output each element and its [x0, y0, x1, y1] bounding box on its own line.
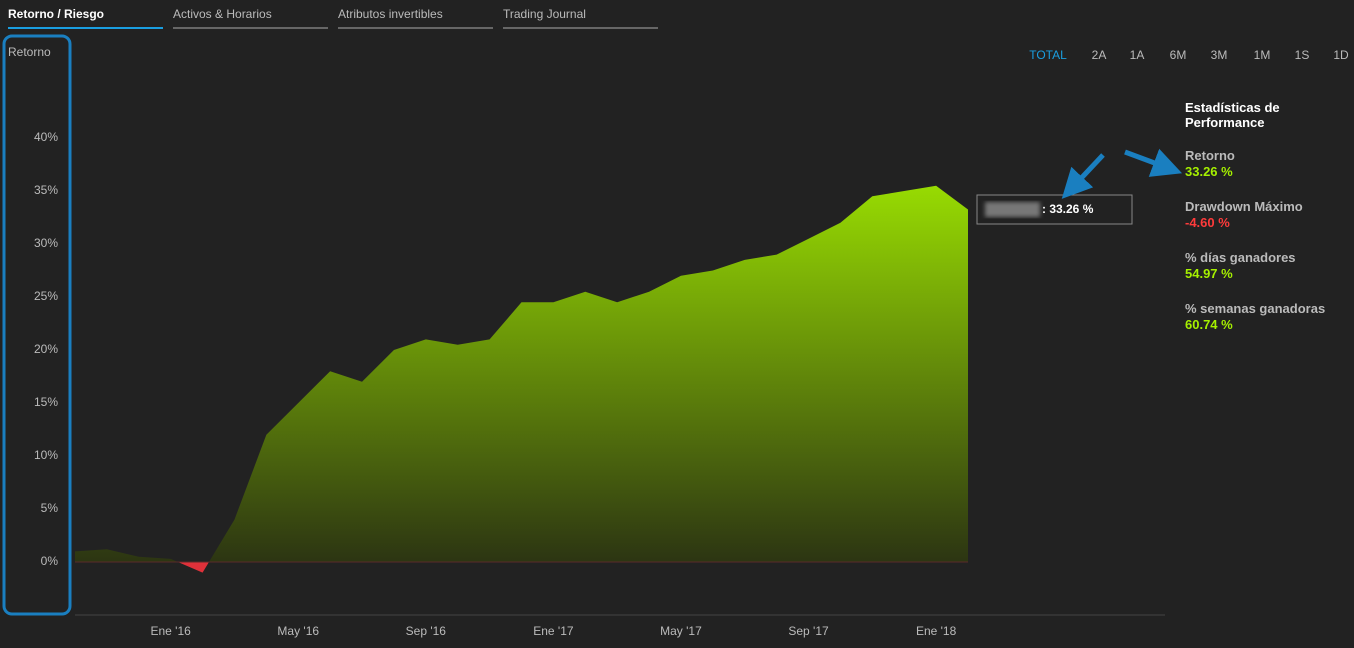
y-tick-label: 0% — [41, 554, 59, 568]
y-tick-label: 15% — [34, 395, 58, 409]
tab[interactable]: Trading Journal — [503, 7, 586, 21]
stat-value: 60.74 % — [1185, 317, 1233, 332]
period-button[interactable]: 1M — [1254, 48, 1271, 62]
period-button[interactable]: 1A — [1130, 48, 1145, 62]
y-tick-label: 25% — [34, 289, 58, 303]
stats-panel: Estadísticas de Performance Retorno 33.26… — [1185, 100, 1350, 352]
area — [75, 185, 968, 573]
stat-label: Drawdown Máximo — [1185, 199, 1303, 214]
highlight-box — [2, 34, 72, 616]
x-tick-label: Sep '16 — [406, 624, 447, 638]
y-tick-label: 5% — [41, 501, 59, 515]
x-tick-label: Sep '17 — [788, 624, 829, 638]
stat-label: % días ganadores — [1185, 250, 1296, 265]
x-tick-label: Ene '18 — [916, 624, 957, 638]
y-tick-label: 30% — [34, 236, 58, 250]
period-button[interactable]: 6M — [1170, 48, 1187, 62]
stat-label: % semanas ganadoras — [1185, 301, 1326, 316]
stats-title: Estadísticas de Performance — [1185, 100, 1280, 130]
blurred-name — [985, 202, 1040, 217]
period-button[interactable]: 3M — [1211, 48, 1228, 62]
y-tick-label: 20% — [34, 342, 58, 356]
arrow — [1061, 153, 1105, 199]
x-tick-label: May '16 — [277, 624, 319, 638]
y-tick-label: 35% — [34, 183, 58, 197]
stat-value: 54.97 % — [1185, 266, 1233, 281]
period-button[interactable]: 1D — [1333, 48, 1349, 62]
y-axis-label: Retorno — [8, 45, 51, 59]
period-button[interactable]: 2A — [1092, 48, 1107, 62]
arrow — [1124, 148, 1183, 177]
period-button[interactable]: TOTAL — [1029, 48, 1067, 62]
tooltip-text: : 33.26 % — [1042, 202, 1094, 216]
x-tick-label: May '17 — [660, 624, 702, 638]
y-tick-label: 40% — [34, 130, 58, 144]
x-tick-label: Ene '16 — [151, 624, 192, 638]
period-button[interactable]: 1S — [1295, 48, 1310, 62]
stat-value: -4.60 % — [1185, 215, 1230, 230]
stat-value: 33.26 % — [1185, 164, 1233, 179]
x-tick-label: Ene '17 — [533, 624, 574, 638]
stat-label: Retorno — [1185, 148, 1235, 163]
tab[interactable]: Retorno / Riesgo — [8, 7, 104, 21]
tab[interactable]: Atributos invertibles — [338, 7, 443, 21]
tab[interactable]: Activos & Horarios — [173, 7, 272, 21]
y-tick-label: 10% — [34, 448, 58, 462]
